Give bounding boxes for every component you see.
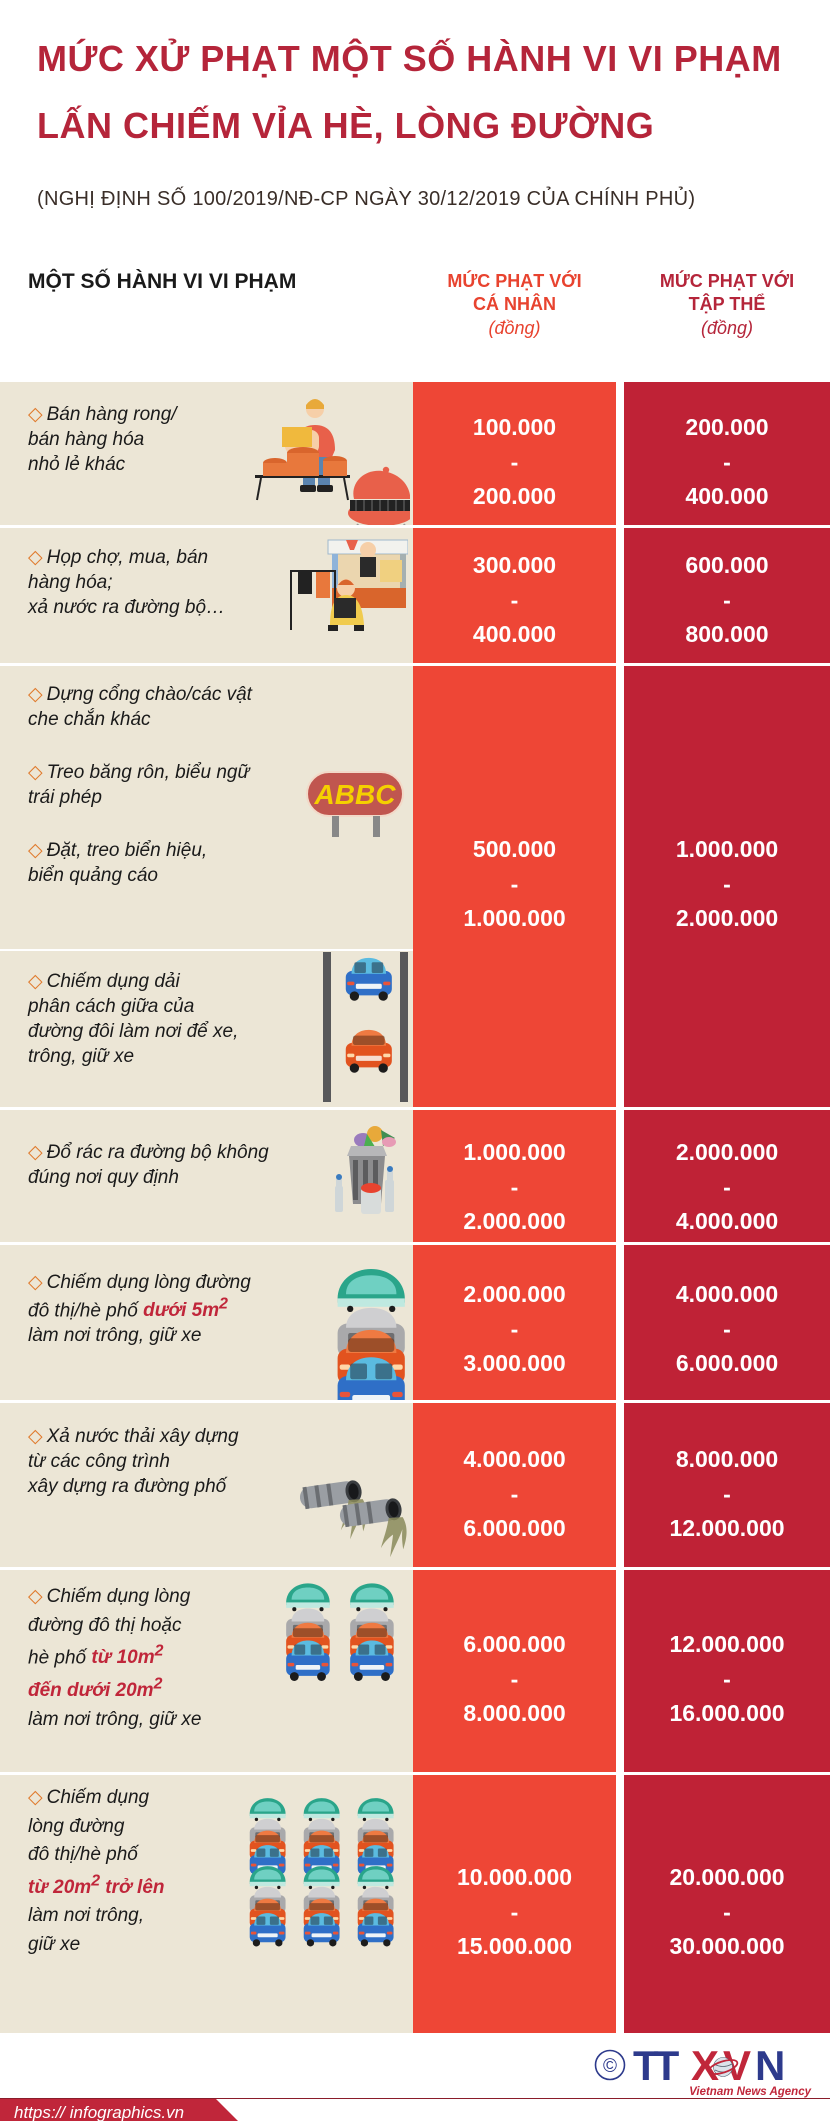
svg-text:ABBC: ABBC <box>314 779 397 810</box>
svg-text:N: N <box>755 2042 785 2089</box>
svg-text:©: © <box>603 2056 617 2077</box>
svg-text:TT: TT <box>633 2042 680 2089</box>
svg-text:Vietnam News Agency: Vietnam News Agency <box>689 2086 811 2098</box>
